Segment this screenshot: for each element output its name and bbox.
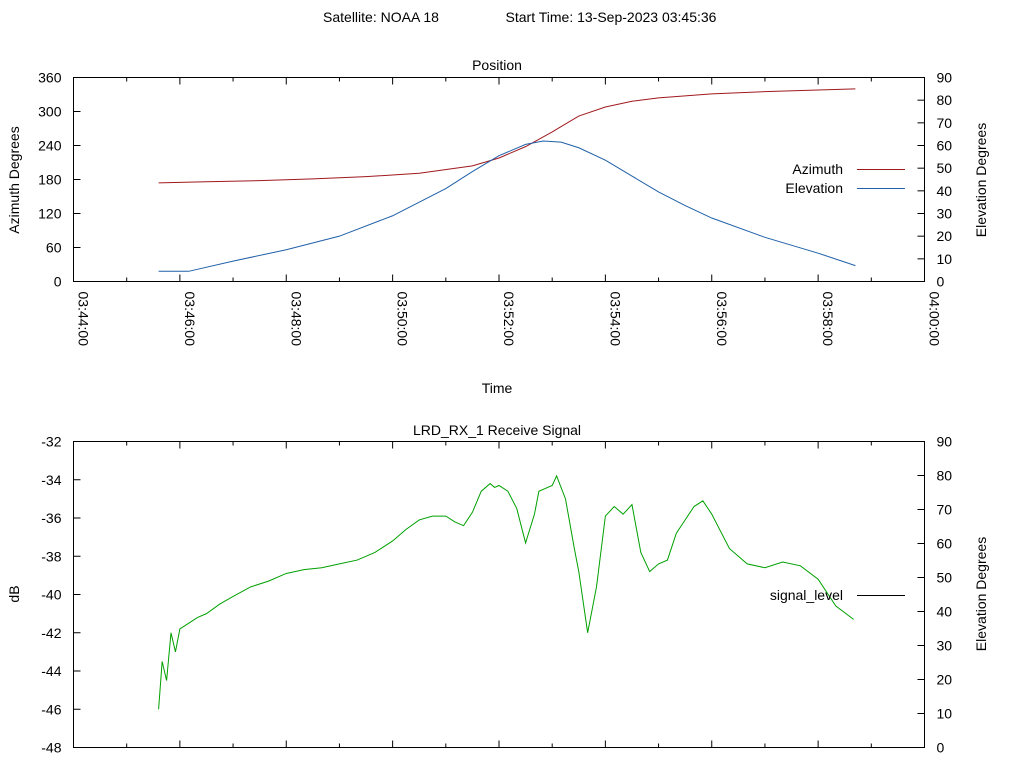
start-time-label: Start Time: 13-Sep-2023 03:45:36 xyxy=(506,9,717,25)
satellite-label: Satellite: NOAA 18 xyxy=(323,9,439,25)
signal-chart-title: LRD_RX_1 Receive Signal xyxy=(413,422,581,438)
position-y2-axis-label: Elevation Degrees xyxy=(973,123,989,237)
position-y-tick-label: 120 xyxy=(38,206,62,222)
position-chart-title: Position xyxy=(472,57,522,73)
signal-legend: signal_level xyxy=(770,587,905,603)
signal-y-tick-label: -42 xyxy=(41,625,61,641)
signal-y2-axis-label: Elevation Degrees xyxy=(973,537,989,651)
position-y2-tick-label: 0 xyxy=(937,274,945,290)
legend-label-signal-level: signal_level xyxy=(770,587,843,603)
legend-label-azimuth: Azimuth xyxy=(792,161,843,177)
signal-y2-tick-label: 30 xyxy=(937,638,953,654)
position-y-tick-label: 180 xyxy=(38,172,62,188)
signal-y2-tick-label: 50 xyxy=(937,570,953,586)
signal-y-tick-label: -44 xyxy=(41,663,61,679)
position-x-axis-label: Time xyxy=(482,380,513,396)
signal-y-tick-label: -40 xyxy=(41,587,61,603)
signal-series-signal-level xyxy=(158,474,854,710)
position-legend: Azimuth Elevation xyxy=(785,161,905,196)
position-x-tick-label: 03:46:00 xyxy=(182,292,198,347)
position-series-elevation xyxy=(158,140,856,272)
position-y2-tick-label: 20 xyxy=(937,228,953,244)
position-y2-tick-label: 40 xyxy=(937,183,953,199)
signal-y-tick-label: -46 xyxy=(41,701,61,717)
signal-y-tick-label: -34 xyxy=(41,472,61,488)
position-series-azimuth xyxy=(158,88,856,184)
position-y2-tick-label: 90 xyxy=(937,70,953,86)
position-y2-tick-label: 60 xyxy=(937,138,953,154)
position-y-axis-label: Azimuth Degrees xyxy=(6,126,22,233)
position-y-tick-label: 360 xyxy=(38,70,62,86)
position-y2-tick-label: 10 xyxy=(937,251,953,267)
signal-y-tick-label: -32 xyxy=(41,434,61,450)
position-y2-tick-label: 50 xyxy=(937,160,953,176)
position-x-tick-label: 03:54:00 xyxy=(607,292,623,347)
position-y-tick-label: 240 xyxy=(38,138,62,154)
position-chart: Position 03:44:00 03:46:00 03:48:00 03:50:0… xyxy=(6,57,989,396)
signal-y2-tick-label: 20 xyxy=(937,672,953,688)
position-y2-tick-label: 70 xyxy=(937,115,953,131)
position-x-tick-label: 03:56:00 xyxy=(714,292,730,347)
position-x-tick-label: 03:52:00 xyxy=(501,292,517,347)
position-x-tick-label: 04:00:00 xyxy=(927,292,943,347)
signal-y-tick-label: -36 xyxy=(41,510,61,526)
position-y-tick-label: 60 xyxy=(46,240,62,256)
position-y-tick-label: 300 xyxy=(38,104,62,120)
position-x-tick-label: 03:58:00 xyxy=(820,292,836,347)
signal-y-tick-label: -48 xyxy=(41,740,61,756)
signal-y2-tick-label: 40 xyxy=(937,604,953,620)
signal-y-axis-label: dB xyxy=(6,585,22,602)
position-x-tick-label: 03:50:00 xyxy=(395,292,411,347)
position-y2-tick-label: 80 xyxy=(937,92,953,108)
signal-y-tick-label: -38 xyxy=(41,548,61,564)
position-y2-tick-label: 30 xyxy=(937,206,953,222)
signal-y2-tick-label: 70 xyxy=(937,502,953,518)
position-x-tick-label: 03:44:00 xyxy=(76,292,92,347)
legend-label-elevation: Elevation xyxy=(785,180,843,196)
signal-y2-tick-label: 0 xyxy=(937,740,945,756)
signal-y2-tick-label: 80 xyxy=(937,468,953,484)
signal-y2-tick-label: 10 xyxy=(937,706,953,722)
position-x-tick-label: 03:48:00 xyxy=(288,292,304,347)
position-y-tick-label: 0 xyxy=(54,274,62,290)
signal-y2-tick-label: 90 xyxy=(937,434,953,450)
signal-y2-tick-label: 60 xyxy=(937,536,953,552)
signal-chart: LRD_RX_1 Receive Signal -48 -46 -44 -42 -40 -… xyxy=(6,422,989,756)
